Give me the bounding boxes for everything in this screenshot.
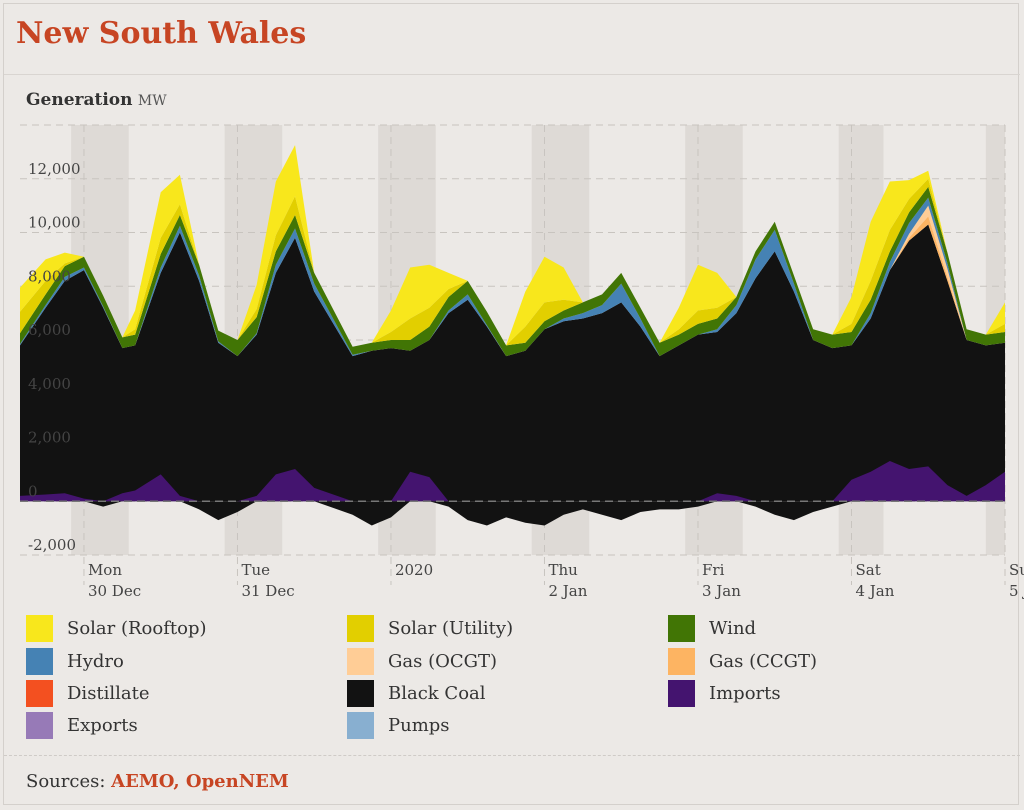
sources-links[interactable]: AEMO, OpenNEM xyxy=(111,771,289,792)
x-tick-date: 5 Jan xyxy=(1009,582,1024,600)
legend-item-solar-rooftop[interactable]: Solar (Rooftop) xyxy=(26,614,207,642)
legend-swatch xyxy=(347,647,374,675)
y-tick-label: 2,000 xyxy=(28,429,71,447)
y-tick-label: 10,000 xyxy=(28,214,81,232)
legend-label: Gas (CCGT) xyxy=(709,650,818,672)
subtitle-label: Generation xyxy=(26,90,133,110)
legend-swatch xyxy=(26,614,53,642)
legend-label: Pumps xyxy=(388,714,450,736)
legend-swatch xyxy=(347,614,374,642)
title-divider xyxy=(4,74,1020,75)
x-tick-day: Tue xyxy=(241,561,270,579)
legend-item-solar-utility[interactable]: Solar (Utility) xyxy=(347,614,513,642)
legend-swatch xyxy=(668,679,695,707)
area-wind xyxy=(20,186,1005,357)
legend-label: Exports xyxy=(67,714,138,736)
y-tick-label: 8,000 xyxy=(28,267,71,285)
legend-item-black-coal[interactable]: Black Coal xyxy=(347,679,486,707)
legend-item-hydro[interactable]: Hydro xyxy=(26,647,124,675)
generation-chart: -2,000 0 2,000 4,000 6,000 8,000 10,000 12,000 M… xyxy=(20,124,1024,600)
chart-frame xyxy=(3,3,1019,805)
legend-label: Distillate xyxy=(67,682,150,704)
legend-label: Solar (Utility) xyxy=(388,617,514,639)
legend-label: Gas (OCGT) xyxy=(388,650,498,672)
x-tick-date: 2 Jan xyxy=(548,582,587,600)
legend-label: Solar (Rooftop) xyxy=(67,617,207,639)
legend-item-distillate[interactable]: Distillate xyxy=(26,679,150,707)
legend-label: Hydro xyxy=(67,650,124,672)
legend-swatch xyxy=(347,679,374,707)
legend-item-imports[interactable]: Imports xyxy=(668,679,781,707)
x-tick-day: Thu xyxy=(548,561,578,579)
legend-swatch xyxy=(347,711,374,739)
x-tick-date: 4 Jan xyxy=(855,582,894,600)
page-title: New South Wales xyxy=(16,16,307,51)
area-net-exports xyxy=(20,501,1005,526)
legend-swatch xyxy=(668,647,695,675)
x-tick-date: 3 Jan xyxy=(702,582,741,600)
footer-divider xyxy=(4,755,1020,756)
x-tick-day: Sun xyxy=(1009,561,1024,579)
legend-item-pumps[interactable]: Pumps xyxy=(347,711,450,739)
legend-label: Black Coal xyxy=(388,682,486,704)
legend-label: Imports xyxy=(709,682,781,704)
y-tick-label: 0 xyxy=(28,482,38,500)
chart-legend: Solar (Rooftop) Solar (Utility) Wind Hydro G… xyxy=(26,614,1006,744)
legend-item-exports[interactable]: Exports xyxy=(26,711,138,739)
area-imports xyxy=(20,460,1005,502)
sources-label: Sources: xyxy=(26,771,106,792)
y-tick-label: -2,000 xyxy=(28,536,76,554)
area-black-coal xyxy=(20,224,1005,502)
x-tick-day: Mon xyxy=(88,561,122,579)
legend-swatch xyxy=(26,647,53,675)
x-tick-date: 30 Dec xyxy=(88,582,141,600)
y-tick-label: 12,000 xyxy=(28,160,81,178)
legend-item-wind[interactable]: Wind xyxy=(668,614,756,642)
y-tick-label: 6,000 xyxy=(28,321,71,339)
sources-line: Sources: AEMO, OpenNEM xyxy=(26,771,289,792)
legend-item-gas-ccgt[interactable]: Gas (CCGT) xyxy=(668,647,817,675)
legend-swatch xyxy=(668,614,695,642)
legend-label: Wind xyxy=(709,617,757,639)
x-tick-day: Sat xyxy=(855,561,880,579)
x-tick-date: 31 Dec xyxy=(241,582,294,600)
legend-swatch xyxy=(26,711,53,739)
legend-item-gas-ocgt[interactable]: Gas (OCGT) xyxy=(347,647,497,675)
chart-subtitle: Generation MW xyxy=(26,90,167,110)
legend-swatch xyxy=(26,679,53,707)
x-tick-day: 2020 xyxy=(395,561,433,579)
y-tick-label: 4,000 xyxy=(28,375,71,393)
subtitle-unit: MW xyxy=(137,93,167,109)
x-tick-day: Fri xyxy=(702,561,725,579)
